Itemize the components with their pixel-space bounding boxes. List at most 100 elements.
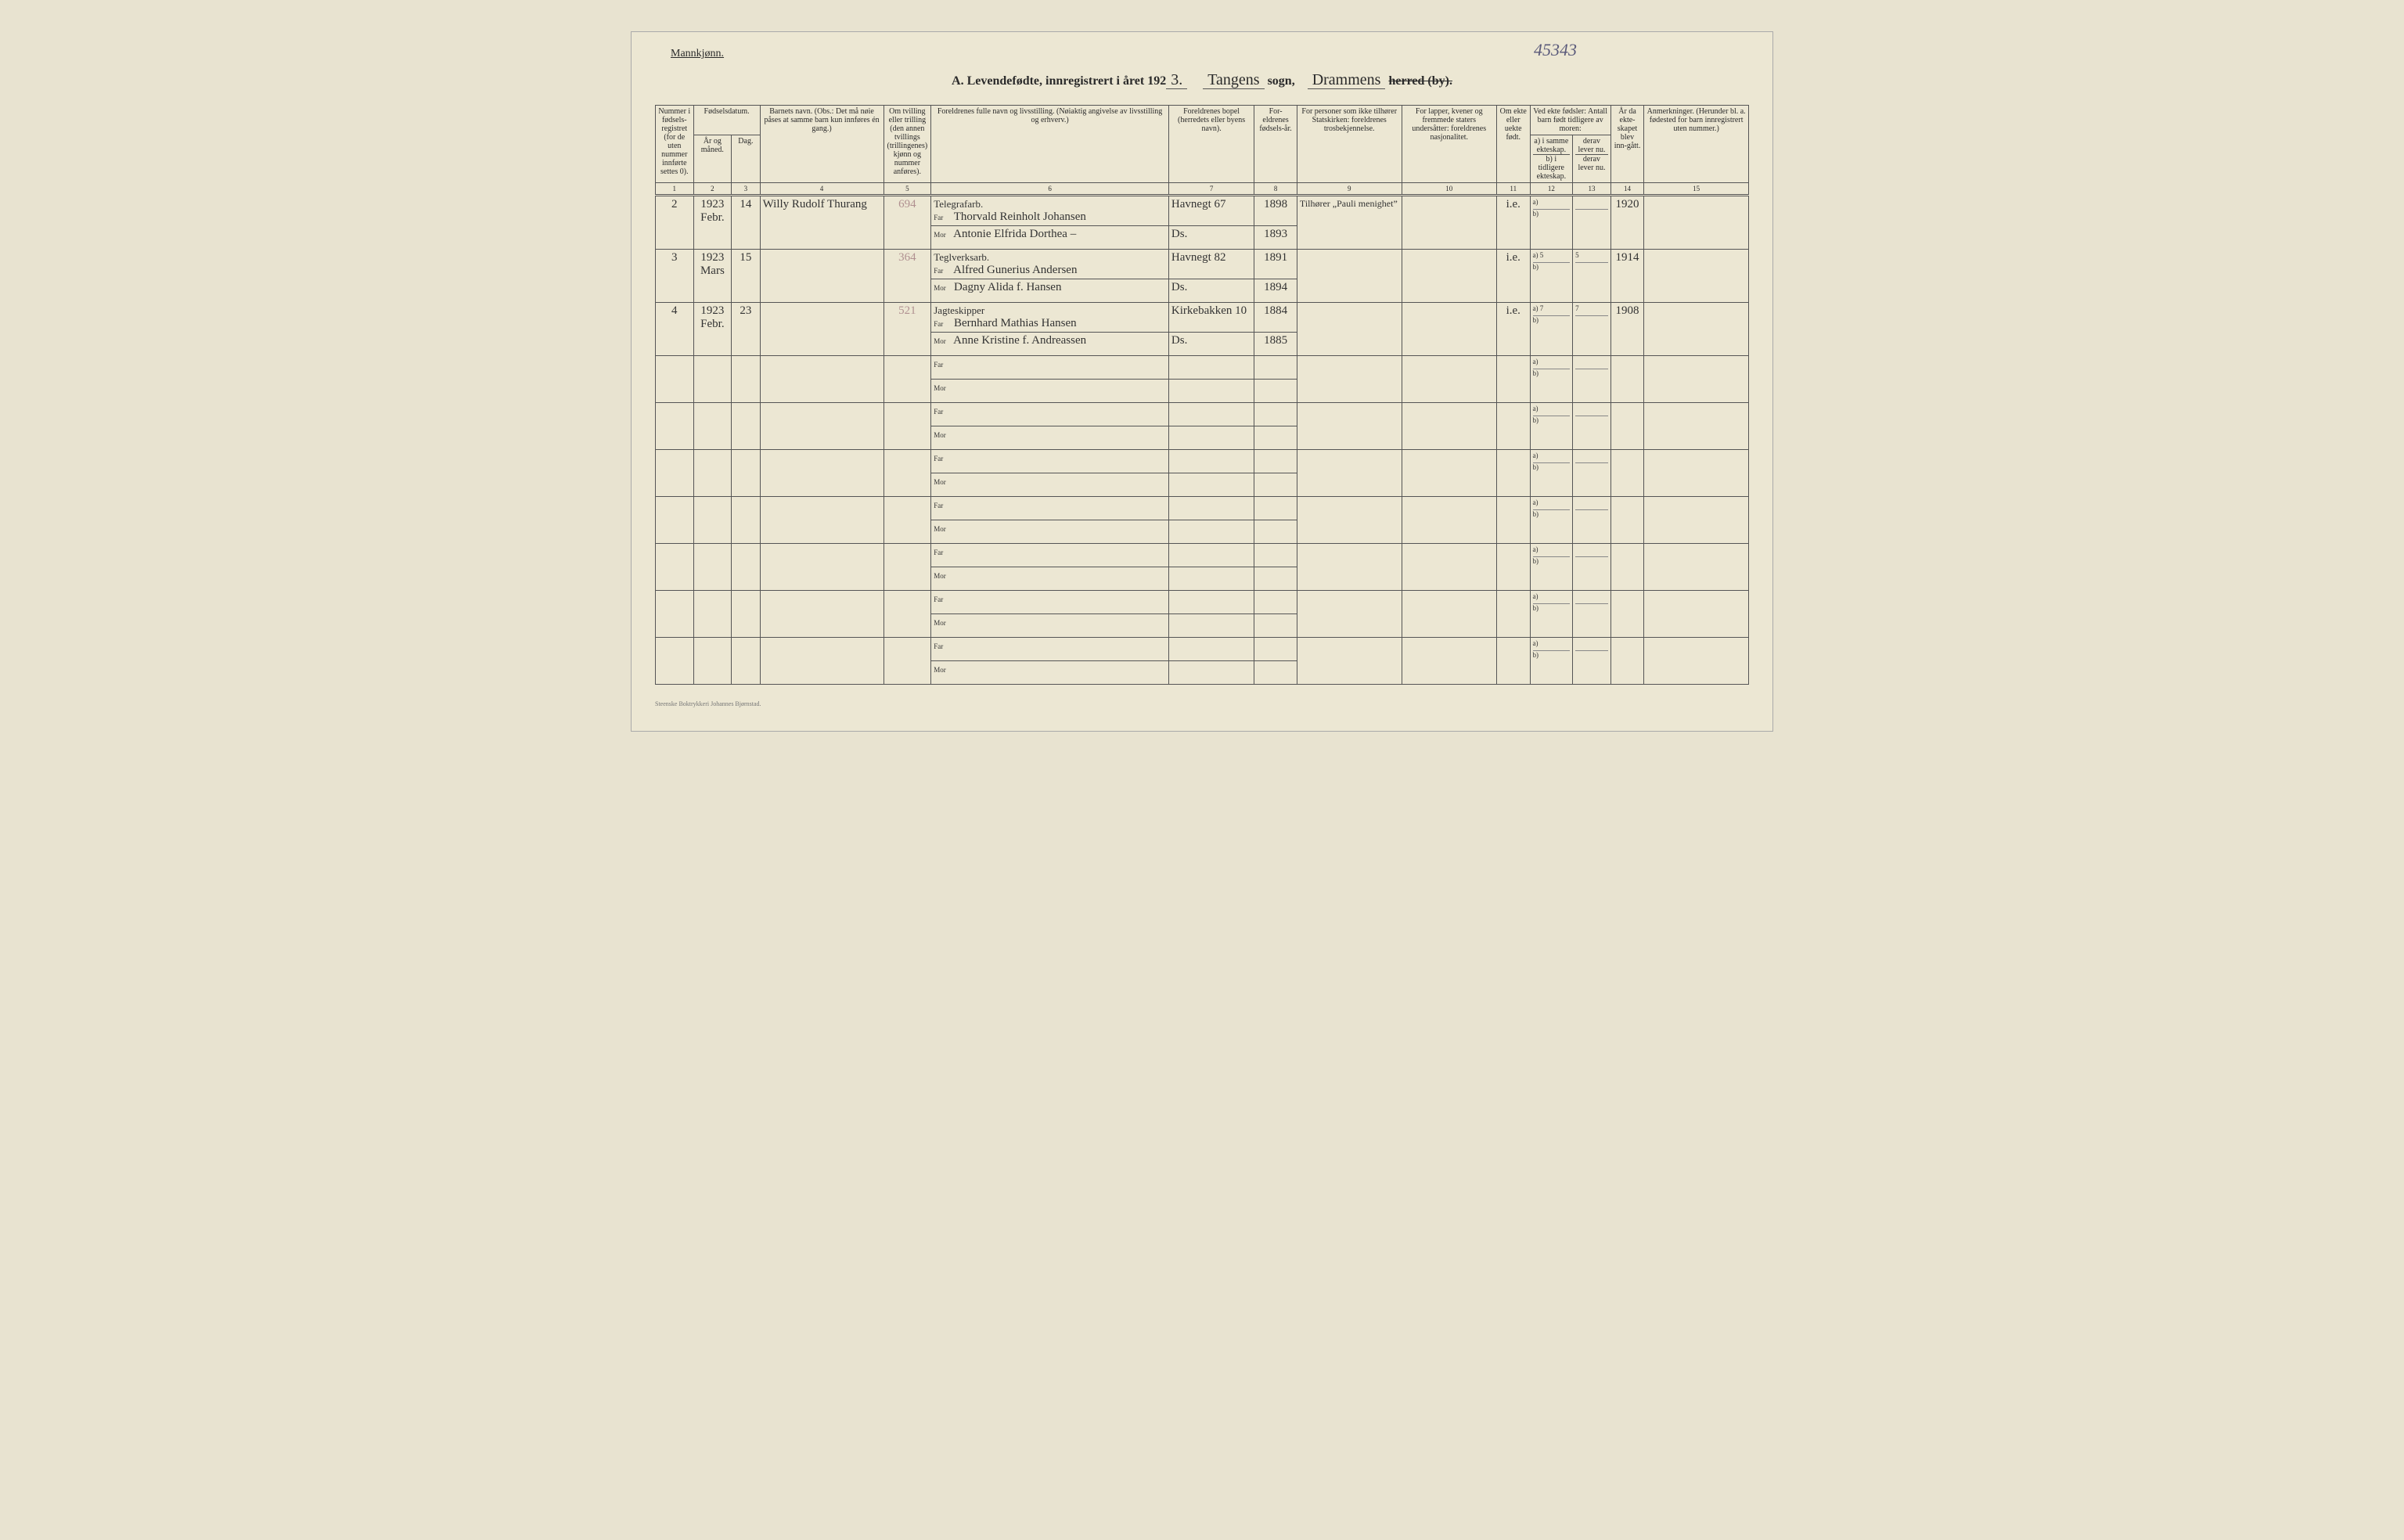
birthyear-far: 1898 [1254,196,1297,226]
year-month [693,356,732,403]
legitimate [1496,403,1530,450]
table-row: Fara) b) [656,356,1749,380]
prior-children-same: a) b) [1530,450,1573,497]
prior-children-living: 7 [1573,303,1611,356]
father-line: Far [931,591,1169,614]
header-sogn: Tangens [1203,71,1264,89]
birthyear-mor [1254,614,1297,638]
entry-number [656,544,694,591]
religion [1297,403,1402,450]
marriage-year [1610,497,1644,544]
birthyear-far [1254,356,1297,380]
entry-number: 3 [656,250,694,303]
day [732,403,760,450]
col-2b-header: Dag. [732,135,760,183]
marriage-year: 1914 [1610,250,1644,303]
prior-children-living [1573,450,1611,497]
year-month: 1923 Febr. [693,196,732,250]
marriage-year: 1920 [1610,196,1644,250]
birthyear-far [1254,638,1297,661]
nationality [1402,196,1496,250]
legitimate: i.e. [1496,196,1530,250]
twin-note [884,544,931,591]
header-prefix: A. Levendefødte, innregistrert i året 19… [952,74,1166,88]
day [732,638,760,685]
child-name [760,403,884,450]
prior-children-living [1573,544,1611,591]
residence-mor [1168,567,1254,591]
prior-children-living [1573,356,1611,403]
mother-line: Mor Dagny Alida f. Hansen [931,279,1169,303]
prior-children-same: a) 7b) [1530,303,1573,356]
header-herred: Drammens [1308,71,1386,89]
prior-children-living [1573,497,1611,544]
nationality [1402,356,1496,403]
birthyear-far: 1884 [1254,303,1297,333]
religion [1297,544,1402,591]
residence-far [1168,497,1254,520]
entry-number [656,591,694,638]
residence-far: Havnegt 82 [1168,250,1254,279]
ledger-page: Mannkjønn. 45343 A. Levendefødte, innreg… [631,31,1773,732]
entry-number: 2 [656,196,694,250]
day: 15 [732,250,760,303]
col-15-header: Anmerkninger. (Herunder bl. a. fødested … [1644,106,1749,183]
page-header: A. Levendefødte, innregistrert i året 19… [655,71,1749,89]
legitimate: i.e. [1496,250,1530,303]
legitimate [1496,356,1530,403]
day: 14 [732,196,760,250]
year-month: 1923 Mars [693,250,732,303]
birthyear-mor: 1885 [1254,333,1297,356]
residence-mor [1168,380,1254,403]
gender-label: Mannkjønn. [671,48,724,60]
residence-mor [1168,661,1254,685]
residence-far [1168,591,1254,614]
birthyear-mor [1254,380,1297,403]
twin-note: 521 [884,303,931,356]
father-line: JagteskipperFar Bernhard Mathias Hansen [931,303,1169,333]
year-month [693,403,732,450]
day [732,450,760,497]
year-month [693,544,732,591]
father-line: Teglverksarb.Far Alfred Gunerius Anderse… [931,250,1169,279]
birthyear-mor: 1893 [1254,226,1297,250]
remarks [1644,638,1749,685]
table-row: Fara) b) [656,591,1749,614]
birthyear-far: 1891 [1254,250,1297,279]
col-12-group-header: Ved ekte fødsler: Antall barn født tidli… [1530,106,1610,135]
remarks [1644,544,1749,591]
entry-number [656,403,694,450]
entry-number [656,497,694,544]
child-name [760,591,884,638]
table-head: Nummer i fødsels-registret (for de uten … [656,106,1749,196]
mother-line: Mor Antonie Elfrida Dorthea – [931,226,1169,250]
religion [1297,356,1402,403]
col-4-header: Barnets navn. (Obs.: Det må nøie påses a… [760,106,884,183]
remarks [1644,250,1749,303]
religion [1297,591,1402,638]
table-row: Fara) b) [656,450,1749,473]
year-month [693,638,732,685]
child-name [760,356,884,403]
father-line: Far [931,356,1169,380]
nationality [1402,403,1496,450]
religion [1297,303,1402,356]
father-line: Telegrafarb.Far Thorvald Reinholt Johans… [931,196,1169,226]
prior-children-same: a) b) [1530,196,1573,250]
col-2-group-header: Fødselsdatum. [693,106,760,135]
residence-far: Kirkebakken 10 [1168,303,1254,333]
religion: Tilhører „Pauli menighet” [1297,196,1402,250]
child-name [760,450,884,497]
prior-children-same: a) b) [1530,591,1573,638]
col-14-header: År da ekte-skapet blev inn-gått. [1610,106,1644,183]
remarks [1644,450,1749,497]
table-row: Fara) b) [656,403,1749,426]
year-month [693,497,732,544]
col-7-header: Foreldrenes bopel (herredets eller byens… [1168,106,1254,183]
table-body: 21923 Febr.14Willy Rudolf Thurang694Tele… [656,196,1749,685]
table-row: Fara) b) [656,544,1749,567]
col-6-header: Foreldrenes fulle navn og livsstilling. … [931,106,1169,183]
remarks [1644,303,1749,356]
col-5-header: Om tvilling eller trilling (den annen tv… [884,106,931,183]
header-year: 3. [1166,71,1187,89]
